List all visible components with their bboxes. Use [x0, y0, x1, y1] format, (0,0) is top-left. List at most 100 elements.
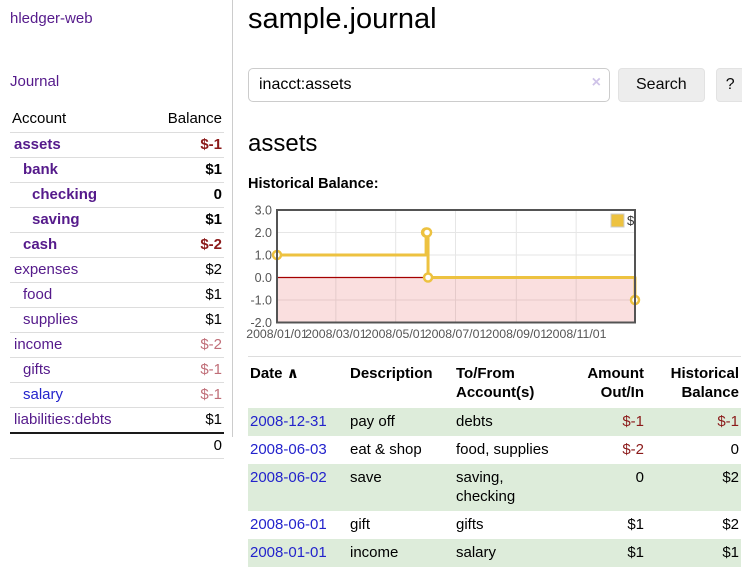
- account-row: income $-2: [10, 333, 224, 358]
- svg-text:0.0: 0.0: [255, 271, 272, 285]
- svg-text:$: $: [627, 213, 635, 228]
- balance-cell: $-1: [717, 413, 739, 430]
- account-balance: 0: [213, 186, 222, 203]
- svg-text:1.0: 1.0: [255, 249, 272, 263]
- svg-text:-2.0: -2.0: [250, 316, 272, 330]
- svg-text:-1.0: -1.0: [250, 294, 272, 308]
- amount-header-line2: Out/In: [600, 384, 644, 401]
- search-bar: × Search ?: [248, 68, 742, 102]
- transaction-date-link[interactable]: 2008-06-01: [250, 516, 327, 533]
- sidebar: hledger-web Journal Account Balance asse…: [0, 0, 233, 459]
- account-name-cell: expenses: [10, 258, 147, 283]
- account-row: supplies $1: [10, 308, 224, 333]
- description-cell: eat & shop: [350, 441, 422, 458]
- account-name-cell: salary: [10, 383, 147, 408]
- sort-ascending-icon: ∧: [286, 365, 299, 382]
- account-name-cell: income: [10, 333, 147, 358]
- amount-cell: $-1: [622, 413, 644, 430]
- account-name-cell: checking: [10, 183, 147, 208]
- account-link-income[interactable]: income: [14, 336, 63, 353]
- amount-cell: $1: [627, 516, 644, 533]
- account-row: gifts $-1: [10, 358, 224, 383]
- date-cell: 2008-06-02: [248, 464, 348, 511]
- accounts-cell: debts: [456, 413, 493, 430]
- accounts-header-account: Account: [12, 110, 67, 127]
- sidebar-item-journal[interactable]: Journal: [10, 73, 60, 90]
- account-link-gifts[interactable]: gifts: [23, 361, 51, 378]
- accounts-cell: gifts: [456, 516, 484, 533]
- account-name-cell: assets: [10, 133, 147, 158]
- chart-svg: $ 3.0 2.0 1.0 0.0 -1.0 -2.0 2008/01/012008/03…: [246, 204, 641, 341]
- transaction-date-link[interactable]: 2008-06-02: [250, 469, 327, 486]
- register-row: 2008-01-01 income salary $1 $1: [248, 539, 741, 567]
- register-row: 2008-06-01 gift gifts $1 $2: [248, 511, 741, 539]
- account-row: salary $-1: [10, 383, 224, 408]
- transaction-date-link[interactable]: 2008-12-31: [250, 413, 327, 430]
- search-input[interactable]: [248, 68, 610, 102]
- accounts-table: Account Balance assets $-1 bank $1 checking 0…: [10, 106, 224, 459]
- page-title: sample.journal: [248, 3, 437, 35]
- description-cell: income: [350, 544, 399, 561]
- account-balance: $-1: [200, 361, 222, 378]
- account-balance: $-1: [200, 136, 222, 153]
- account-link-food[interactable]: food: [23, 286, 53, 303]
- chart-y-axis-labels: 3.0 2.0 1.0 0.0 -1.0 -2.0: [250, 204, 272, 331]
- transaction-date-link[interactable]: 2008-06-03: [250, 441, 327, 458]
- register-header-date[interactable]: Date ∧: [248, 357, 348, 409]
- account-balance: $2: [205, 261, 222, 278]
- balance-cell: $2: [722, 516, 739, 533]
- svg-text:2008/09/01: 2008/09/01: [486, 327, 548, 341]
- search-button[interactable]: Search: [618, 68, 705, 102]
- accounts-cell: food, supplies: [456, 441, 549, 458]
- date-cell: 2008-01-01: [248, 539, 348, 567]
- transaction-date-link[interactable]: 2008-01-01: [250, 544, 327, 561]
- account-link-expenses[interactable]: expenses: [14, 261, 79, 278]
- account-row: saving $1: [10, 208, 224, 233]
- account-name-cell: bank: [10, 158, 147, 183]
- balance-header-line2: Balance: [681, 384, 739, 401]
- account-balance: $1: [205, 411, 222, 428]
- account-balance: $-2: [200, 236, 222, 253]
- description-cell: gift: [350, 516, 371, 533]
- svg-text:2008/07/01: 2008/07/01: [425, 327, 487, 341]
- account-link-supplies[interactable]: supplies: [23, 311, 79, 328]
- description-cell: pay off: [350, 413, 395, 430]
- accounts-header-line1: To/From: [456, 365, 515, 382]
- svg-text:2008/03/01: 2008/03/01: [305, 327, 367, 341]
- account-link-liabilities-debts[interactable]: liabilities:debts: [14, 411, 112, 428]
- historical-balance-chart: $ 3.0 2.0 1.0 0.0 -1.0 -2.0 2008/01/01 2008/03…: [246, 201, 742, 347]
- account-row: liabilities:debts $1: [10, 408, 224, 434]
- account-row: checking 0: [10, 183, 224, 208]
- account-name-cell: gifts: [10, 358, 147, 383]
- date-cell: 2008-12-31: [248, 408, 348, 436]
- accounts-header-row: Account Balance: [10, 106, 224, 133]
- account-name-cell: cash: [10, 233, 147, 258]
- accounts-header-balance: Balance: [167, 110, 222, 127]
- register-row: 2008-06-02 save saving, checking 0 $2: [248, 464, 741, 511]
- account-balance: $-2: [200, 336, 222, 353]
- chart-point-markers: [271, 227, 641, 306]
- account-name-cell: liabilities:debts: [10, 408, 147, 434]
- account-link-checking[interactable]: checking: [32, 186, 98, 203]
- balance-cell: $1: [722, 544, 739, 561]
- app-title-link[interactable]: hledger-web: [10, 10, 93, 27]
- account-link-salary[interactable]: salary: [23, 386, 64, 403]
- account-row: bank $1: [10, 158, 224, 183]
- accounts-total-value: 0: [213, 437, 222, 454]
- accounts-total-row: 0: [10, 433, 224, 459]
- help-button[interactable]: ?: [715, 68, 742, 102]
- account-link-bank[interactable]: bank: [23, 161, 59, 178]
- account-link-assets[interactable]: assets: [14, 136, 61, 153]
- account-link-cash[interactable]: cash: [23, 236, 58, 253]
- balance-header-line1: Historical: [670, 365, 739, 382]
- amount-cell: $1: [627, 544, 644, 561]
- clear-search-icon[interactable]: ×: [591, 74, 601, 91]
- account-link-saving[interactable]: saving: [32, 211, 80, 228]
- account-row: assets $-1: [10, 133, 224, 158]
- account-balance: $1: [205, 311, 222, 328]
- register-table: Date ∧ Description To/From Account(s) Amo…: [248, 356, 741, 567]
- balance-cell: $2: [722, 469, 739, 486]
- description-cell: save: [350, 469, 382, 486]
- account-balance: $1: [205, 161, 222, 178]
